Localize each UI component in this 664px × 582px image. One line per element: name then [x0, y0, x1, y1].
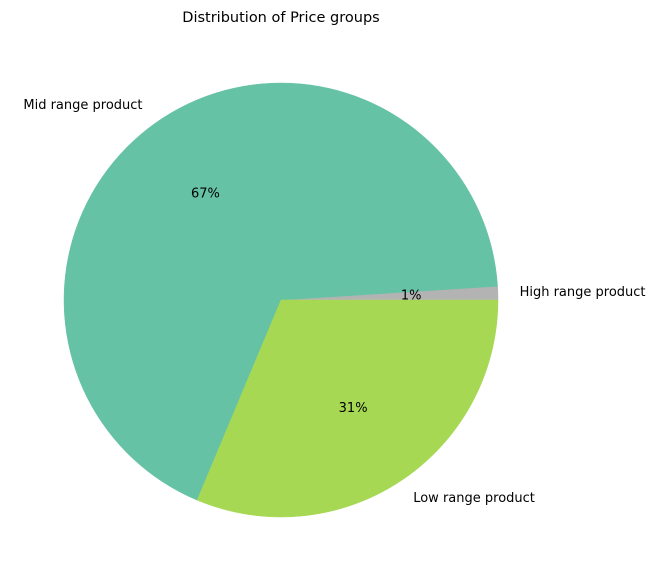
pie-slices [63, 82, 499, 518]
slice-label-high-range-product: High range product [520, 285, 646, 300]
slice-pct-mid-range-product: 67% [191, 186, 220, 201]
slice-pct-high-range-product: 1% [401, 288, 422, 303]
pie-slice-low-range-product [196, 299, 499, 518]
slice-label-low-range-product: Low range product [413, 491, 535, 506]
pie-labels: High range product 1% Mid range product 67%… [23, 98, 645, 506]
slice-pct-low-range-product: 31% [339, 401, 368, 416]
slice-label-mid-range-product: Mid range product [23, 98, 142, 113]
chart-title: Distribution of Price groups [182, 10, 379, 26]
pie-slice-mid-range-product [63, 82, 498, 501]
